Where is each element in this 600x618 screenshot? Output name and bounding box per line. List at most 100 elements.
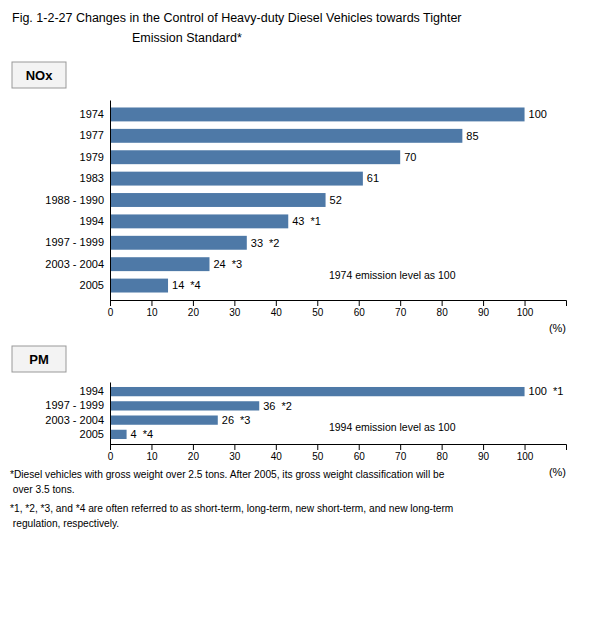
x-axis: 0102030405060708090100 xyxy=(108,444,567,462)
data-label: 100 xyxy=(529,385,547,397)
bar xyxy=(110,150,400,164)
footnote: *1, *2, *3, and *4 are often referred to… xyxy=(10,503,453,514)
x-tick-mark xyxy=(483,300,484,306)
chart: 0102030405060708090100197419771979198319… xyxy=(45,101,566,335)
bar-annotation: *2 xyxy=(269,237,279,249)
x-tick: 30 xyxy=(229,444,241,462)
bar xyxy=(110,279,168,293)
y-tick-label: 2005 xyxy=(80,279,104,291)
x-tick-mark xyxy=(276,444,277,450)
footnote: *Diesel vehicles with gross weight over … xyxy=(10,469,445,480)
y-axis-line xyxy=(110,383,111,445)
y-tick: 1983 xyxy=(80,172,110,184)
y-tick: 1988 - 1990 xyxy=(45,194,110,206)
x-tick: 100 xyxy=(517,444,534,462)
x-tick-label: 0 xyxy=(108,451,114,462)
x-tick-label: 30 xyxy=(229,307,241,318)
y-tick: 2005 xyxy=(80,279,110,291)
y-tick-label: 1974 xyxy=(80,108,104,120)
y-tick: 2003 - 2004 xyxy=(45,258,110,270)
bar xyxy=(110,172,363,186)
panel-label: NOx xyxy=(12,62,66,88)
x-tick-label: 90 xyxy=(478,451,490,462)
x-tick: 0 xyxy=(108,300,114,318)
y-tick: 1974 xyxy=(80,108,110,120)
y-tick: 1977 xyxy=(80,129,110,141)
y-tick-label: 1994 xyxy=(80,215,104,227)
x-tick-label: 20 xyxy=(188,451,200,462)
x-tick-label: 100 xyxy=(517,307,534,318)
y-tick: 2003 - 2004 xyxy=(45,414,110,426)
y-tick: 1997 - 1999 xyxy=(45,236,110,248)
y-tick-label: 2005 xyxy=(80,428,104,440)
bar-annotation: *2 xyxy=(281,400,291,412)
panel-label-box xyxy=(12,346,66,372)
y-axis: 1974 1977 1979 1983 1988 - 1990 1994 1997 - 19… xyxy=(45,101,110,301)
x-tick-mark xyxy=(483,444,484,450)
data-label: 85 xyxy=(466,130,478,142)
data-label: 24 xyxy=(213,258,225,270)
data-label: 26 xyxy=(222,414,234,426)
y-tick: 1994 xyxy=(80,385,110,397)
x-tick-mark xyxy=(317,300,318,306)
y-tick: 1994 xyxy=(80,215,110,227)
bar-annotation: *4 xyxy=(190,279,200,291)
x-tick-label: 10 xyxy=(146,307,158,318)
x-tick-mark xyxy=(234,444,235,450)
bar-annotation: *3 xyxy=(232,258,242,270)
y-axis-line xyxy=(110,101,111,301)
footnote: over 3.5 tons. xyxy=(10,484,75,495)
data-labels: 10036264 xyxy=(131,385,547,440)
bar xyxy=(110,129,462,143)
x-tick-label: 40 xyxy=(271,307,283,318)
title: Fig. 1-2-27 Changes in the Control of He… xyxy=(12,11,462,25)
bar xyxy=(110,401,259,410)
footer: *Diesel vehicles with gross weight over … xyxy=(10,469,453,529)
x-tick-mark xyxy=(110,444,111,450)
panel-label: PM xyxy=(12,346,66,372)
x-tick: 90 xyxy=(478,300,490,318)
x-axis-label: (%) xyxy=(549,466,566,478)
x-tick-mark xyxy=(400,444,401,450)
x-tick: 20 xyxy=(188,444,200,462)
x-tick-label: 50 xyxy=(312,451,324,462)
x-tick-mark xyxy=(400,300,401,306)
x-tick-label: 50 xyxy=(312,307,324,318)
x-tick-mark xyxy=(317,444,318,450)
x-tick: 100 xyxy=(517,300,534,318)
x-axis-label: (%) xyxy=(549,322,566,334)
x-tick-label: 40 xyxy=(271,451,283,462)
y-tick: 2005 xyxy=(80,428,110,440)
note: 1994 emission level as 100 xyxy=(329,421,456,433)
y-axis: 19941997 - 19992003 - 20042005 xyxy=(45,383,110,445)
panel-label-box xyxy=(12,62,66,88)
y-tick-label: 1997 - 1999 xyxy=(45,236,104,248)
x-tick-mark xyxy=(525,300,526,306)
y-tick-label: 2003 - 2004 xyxy=(45,258,104,270)
data-label: 43 xyxy=(292,215,304,227)
x-tick-mark xyxy=(193,444,194,450)
y-tick-label: 1988 - 1990 xyxy=(45,194,104,206)
x-tick: 80 xyxy=(437,444,449,462)
x-tick-mark xyxy=(359,444,360,450)
y-tick-label: 2003 - 2004 xyxy=(45,414,104,426)
x-tick: 50 xyxy=(312,444,324,462)
x-tick: 90 xyxy=(478,444,490,462)
annotations: *1*2*3*41974 emission level as 100 xyxy=(190,215,455,291)
x-tick-label: 100 xyxy=(517,451,534,462)
x-tick-mark xyxy=(110,300,111,306)
x-tick-mark xyxy=(193,300,194,306)
panel-title: PM xyxy=(29,352,49,367)
bar xyxy=(110,430,127,439)
x-tick-label: 0 xyxy=(108,307,114,318)
x-tick: 10 xyxy=(146,300,158,318)
bar-annotation: *1 xyxy=(311,215,321,227)
bar xyxy=(110,214,288,228)
x-tick-label: 10 xyxy=(146,451,158,462)
bar xyxy=(110,236,247,250)
x-tick-label: 60 xyxy=(354,307,366,318)
y-tick: 1979 xyxy=(80,151,110,163)
bar xyxy=(110,107,525,121)
bar xyxy=(110,257,209,271)
data-label: 14 xyxy=(172,279,184,291)
